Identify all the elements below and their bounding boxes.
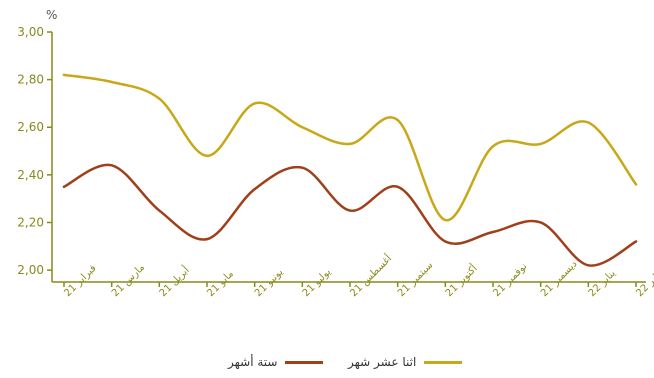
data-point-six-months	[348, 209, 352, 212]
data-point-six-months	[62, 185, 66, 188]
data-point-twelve-months	[62, 73, 66, 77]
legend-item-six-months: ستة أشهر	[228, 355, 324, 369]
data-point-twelve-months	[491, 145, 495, 148]
data-point-six-months	[491, 230, 495, 234]
data-point-twelve-months	[301, 126, 304, 129]
y-tick-label: 2,80	[17, 73, 44, 87]
legend-swatch-twelve-months	[424, 360, 463, 364]
data-point-twelve-months	[205, 154, 209, 158]
y-tick-label: 3,00	[17, 25, 44, 39]
data-point-six-months	[205, 237, 209, 241]
data-point-twelve-months	[634, 183, 638, 186]
series-lines	[62, 73, 638, 267]
data-point-twelve-months	[158, 97, 161, 100]
x-tick-label: مارس 21	[110, 262, 147, 299]
data-point-twelve-months	[587, 121, 590, 124]
data-point-six-months	[158, 209, 161, 212]
data-point-six-months	[301, 166, 304, 169]
y-tick-label: 2,00	[17, 263, 44, 277]
x-tick-label: يونيو 21	[253, 267, 286, 300]
x-tick-label: ديسمبر 21	[539, 259, 580, 300]
x-tick-label: يناير 22	[587, 268, 618, 299]
x-tick-label: مايو 21	[205, 269, 236, 300]
series-line-six-months	[62, 163, 638, 267]
data-point-six-months	[110, 164, 113, 167]
data-point-six-months	[634, 240, 638, 243]
x-tick-label: أكتوبر 21	[442, 262, 480, 300]
data-point-twelve-months	[444, 218, 447, 222]
legend: ستة أشهر اثنا عشر شهر	[0, 355, 654, 375]
legend-label-six-months: ستة أشهر	[228, 355, 278, 369]
series-line-twelve-months	[62, 73, 638, 222]
legend-swatch-six-months	[285, 360, 324, 364]
line-chart: % 2,00 2,20 2,40 2,60 2,80 3,00 فبراير 21 مارس…	[17, 8, 654, 299]
x-tick-label: سبتمبر 21	[396, 260, 435, 299]
data-point-twelve-months	[539, 142, 542, 146]
x-tick-label: فبراير 22	[634, 263, 654, 299]
data-point-twelve-months	[110, 80, 113, 84]
legend-item-twelve-months: اثنا عشر شهر	[348, 355, 463, 369]
y-ticks: 2,00 2,20 2,40 2,60 2,80 3,00	[17, 25, 52, 277]
legend-label-twelve-months: اثنا عشر شهر	[348, 355, 417, 369]
x-tick-label: فبراير 21	[62, 263, 98, 299]
y-tick-label: 2,40	[17, 168, 44, 182]
data-point-six-months	[539, 221, 542, 224]
y-tick-label: 2,20	[17, 215, 44, 229]
x-tick-label: أغسطس 21	[347, 252, 394, 299]
data-point-six-months	[253, 187, 256, 191]
x-tick-label: نوفمبر 21	[491, 261, 529, 299]
data-point-twelve-months	[396, 118, 399, 122]
data-point-six-months	[396, 185, 399, 188]
data-point-six-months	[444, 240, 447, 243]
y-unit-label: %	[46, 8, 57, 22]
data-point-six-months	[587, 264, 590, 267]
data-point-twelve-months	[253, 102, 256, 105]
x-tick-label: أبريل 21	[156, 263, 192, 299]
y-tick-label: 2,60	[17, 120, 44, 134]
data-point-twelve-months	[348, 142, 352, 146]
